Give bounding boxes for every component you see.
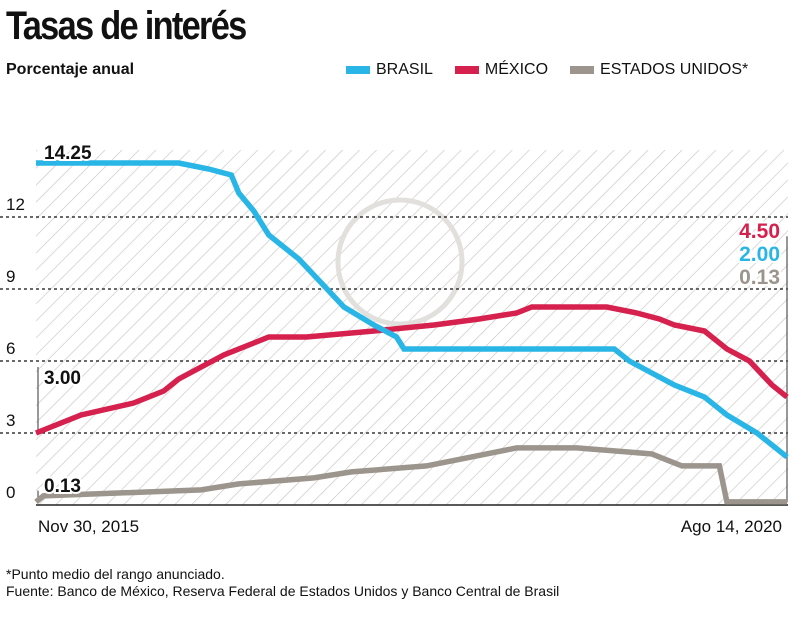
x-tick-label: Ago 14, 2020 [681,517,782,536]
legend-label-mexico: MÉXICO [484,61,549,78]
start-label-estados-unidos: 0.13 [44,476,81,497]
plot-area: 0 3 6 9 12 Nov 30, 2015 Ago 14, 2020 14.25 3.00 0… [0,141,789,536]
source-note: Fuente: Banco de México, Reserva Federal… [6,583,560,599]
legend-swatch-estados-unidos [570,66,595,74]
series-line-estados-unidos [34,445,787,505]
y-tick-label: 6 [6,339,15,358]
chart-title: Tasas de interés [6,4,247,48]
legend-item-brasil: BRASIL [346,61,433,79]
legend-label-estados-unidos: ESTADOS UNIDOS* [600,61,749,78]
y-tick-label: 3 [6,411,15,430]
end-label-brasil: 2.00 [739,243,780,266]
legend-swatch-brasil [346,66,370,74]
end-label-mexico: 4.50 [739,220,780,243]
chart-subtitle: Porcentaje anual [6,61,135,78]
y-tick-label: 12 [6,195,25,214]
y-tick-label: 9 [6,267,15,286]
series-line-mexico [34,304,789,436]
interest-rate-chart: 0 3 6 9 12 Nov 30, 2015 Ago 14, 2020 14.25 3.00 0… [0,141,789,536]
legend: BRASIL MÉXICO ESTADOS UNIDOS* [346,61,748,79]
series-line-brasil [36,160,789,460]
y-tick-label: 0 [6,483,15,502]
x-tick-label: Nov 30, 2015 [38,517,139,536]
start-label-brasil: 14.25 [44,143,92,164]
legend-item-estados-unidos: ESTADOS UNIDOS* [570,61,748,79]
legend-label-brasil: BRASIL [376,61,433,78]
start-label-mexico: 3.00 [44,368,81,389]
footnote: *Punto medio del rango anunciado. [6,566,225,582]
watermark-seal [335,197,465,327]
footer: *Punto medio del rango anunciado. Fuente… [6,566,559,600]
legend-item-mexico: MÉXICO [454,61,549,79]
legend-swatch-mexico [454,66,479,74]
end-label-estados-unidos: 0.13 [739,266,780,289]
